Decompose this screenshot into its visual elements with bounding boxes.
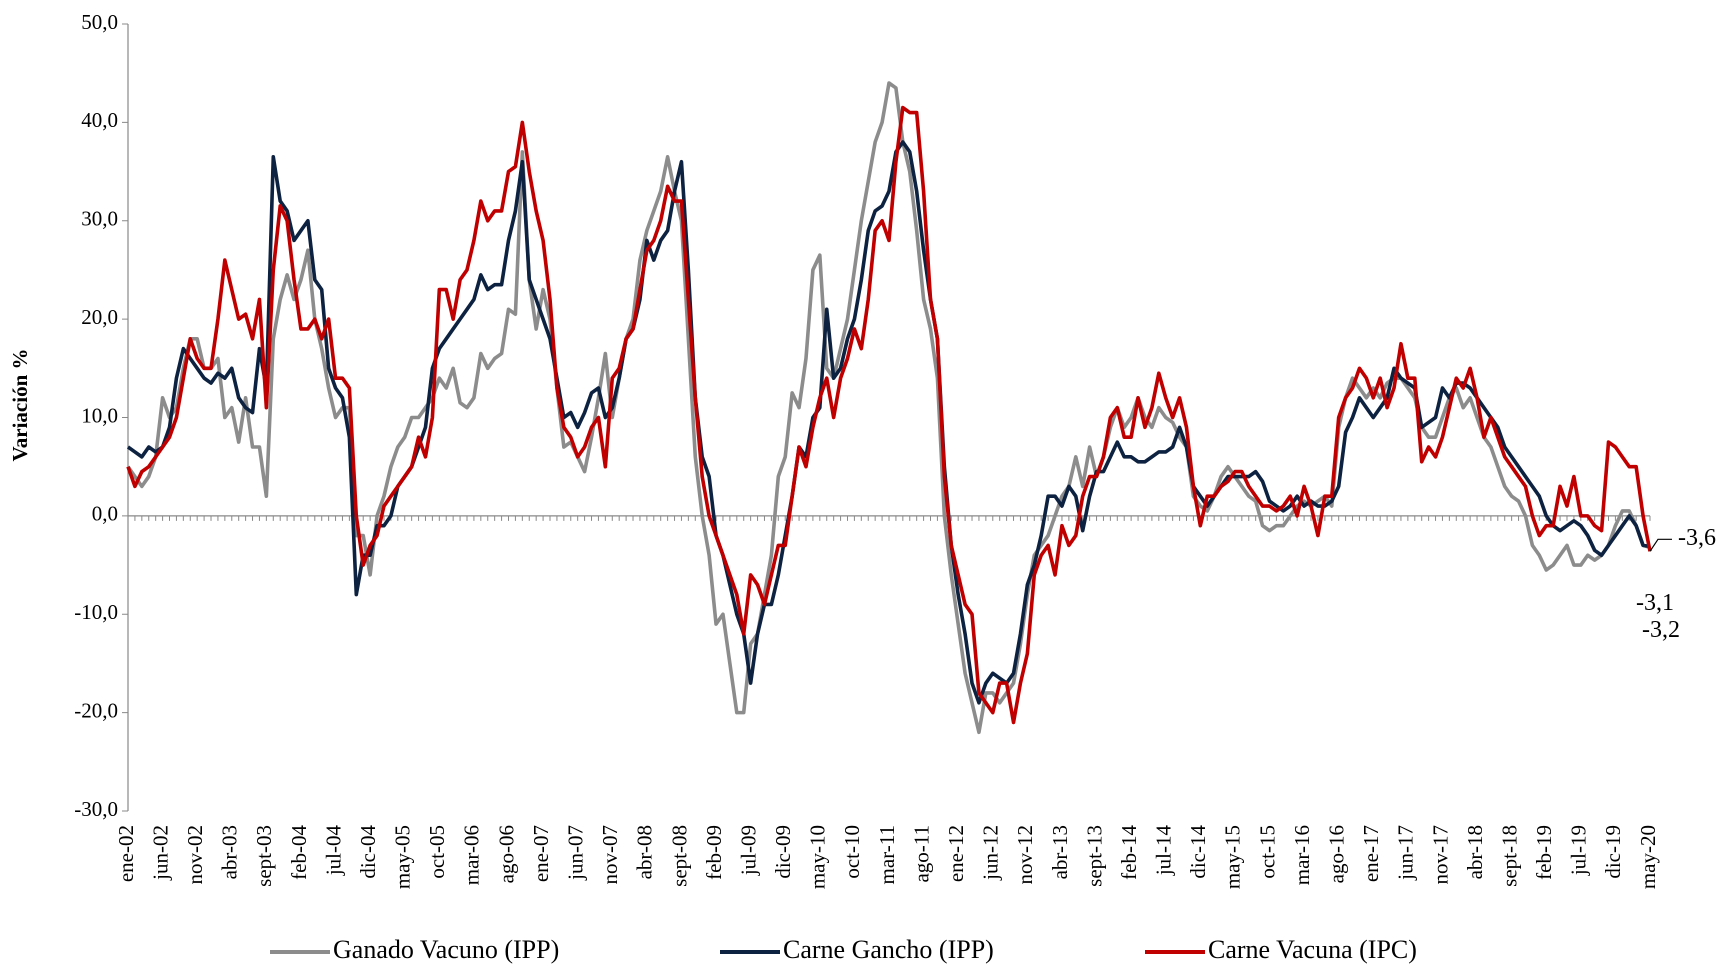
x-tick-label: ene-12	[944, 825, 968, 882]
x-tick-label: ene-17	[1359, 825, 1383, 882]
end-label: -3,1	[1636, 590, 1674, 616]
x-tick-label: may-05	[391, 825, 415, 889]
y-tick-label: 50,0	[81, 10, 118, 34]
x-tick-label: jun-02	[148, 825, 172, 881]
x-tick-label: feb-04	[287, 825, 311, 880]
x-tick-label: abr-18	[1463, 825, 1487, 879]
x-tick-label: may-20	[1636, 825, 1660, 889]
x-tick-label: dic-14	[1186, 825, 1210, 879]
x-tick-label: jul-19	[1567, 825, 1591, 876]
x-tick-label: mar-06	[460, 825, 484, 885]
x-tick-label: jul-09	[736, 825, 760, 876]
y-tick-label: -20,0	[74, 698, 118, 722]
x-tick-label: dic-19	[1601, 825, 1625, 879]
x-tick-label: feb-14	[1117, 825, 1141, 880]
end-label: -3,2	[1642, 617, 1680, 643]
x-tick-label: sept-08	[667, 825, 691, 887]
x-tick-label: nov-02	[183, 825, 207, 885]
x-tick-label: jul-04	[321, 825, 345, 877]
x-tick-label: ago-11	[909, 825, 933, 883]
y-tick-label: 20,0	[81, 305, 118, 329]
x-tick-label: mar-16	[1290, 825, 1314, 885]
end-label: -3,6	[1678, 525, 1716, 551]
x-tick-label: abr-08	[633, 825, 657, 879]
legend-label: Carne Vacuna (IPC)	[1208, 935, 1417, 964]
x-tick-label: feb-09	[702, 825, 726, 880]
y-tick-label: 40,0	[81, 108, 118, 132]
series-line	[126, 81, 1651, 735]
x-tick-label: may-10	[806, 825, 830, 889]
y-axis-label: Variación %	[8, 349, 32, 462]
x-tick-label: may-15	[1221, 825, 1245, 889]
y-tick-label: 0,0	[92, 502, 118, 526]
x-tick-label: oct-10	[840, 825, 864, 879]
x-tick-label: oct-05	[425, 825, 449, 879]
y-tick-label: -10,0	[74, 600, 118, 624]
x-tick-label: oct-15	[1255, 825, 1279, 879]
x-tick-label: sept-18	[1497, 825, 1521, 887]
x-tick-label: jun-07	[563, 825, 587, 881]
x-tick-label: ago-16	[1324, 825, 1348, 883]
x-tick-label: jun-12	[979, 825, 1003, 881]
y-tick-label: -30,0	[74, 797, 118, 821]
x-tick-label: ene-02	[114, 825, 138, 882]
x-tick-label: nov-07	[598, 825, 622, 885]
series-line	[126, 105, 1652, 725]
x-tick-label: sept-03	[252, 825, 276, 887]
x-tick-label: sept-13	[1082, 825, 1106, 887]
x-tick-label: jun-17	[1394, 825, 1418, 881]
x-tick-label: abr-03	[218, 825, 242, 879]
x-tick-label: nov-17	[1428, 825, 1452, 885]
x-tick-label: ago-06	[494, 825, 518, 883]
legend-label: Carne Gancho (IPP)	[783, 935, 994, 964]
x-tick-label: ene-07	[529, 825, 553, 882]
x-tick-label: abr-13	[1048, 825, 1072, 879]
x-tick-label: mar-11	[875, 825, 899, 884]
x-tick-label: dic-04	[356, 825, 380, 879]
x-tick-label: dic-09	[771, 825, 795, 879]
leader-line	[1649, 538, 1672, 552]
y-tick-label: 30,0	[81, 207, 118, 231]
x-tick-label: feb-19	[1532, 825, 1556, 880]
legend-label: Ganado Vacuno (IPP)	[333, 935, 559, 964]
x-tick-label: jul-14	[1152, 825, 1176, 877]
y-tick-label: 10,0	[81, 403, 118, 427]
x-tick-label: nov-12	[1013, 825, 1037, 885]
